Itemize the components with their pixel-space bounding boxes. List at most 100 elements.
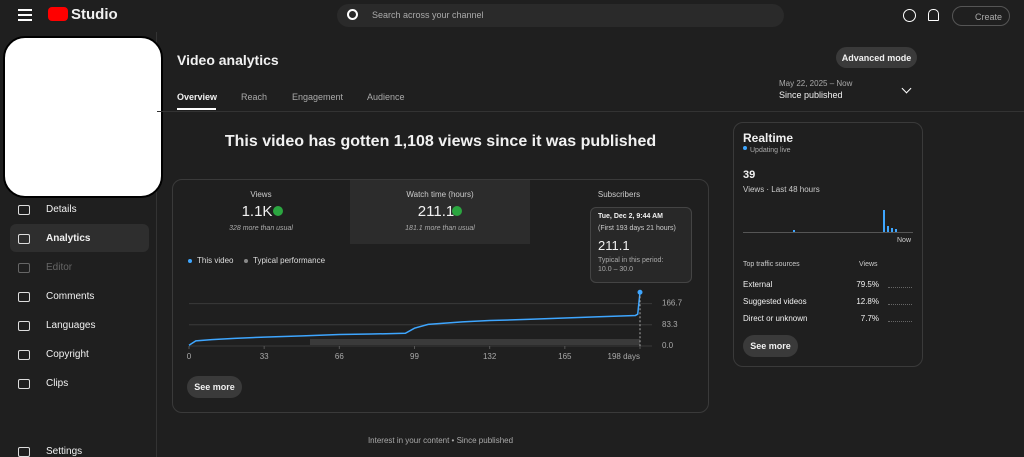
realtime-count: 39 <box>743 169 756 181</box>
metric-label: Views <box>250 190 272 199</box>
menu-icon[interactable] <box>18 9 32 21</box>
metric-value: 1.1K <box>241 203 273 220</box>
nav-icon <box>18 350 30 360</box>
realtime-bar <box>891 228 893 232</box>
x-tick-label: 99 <box>410 352 419 361</box>
search-icon <box>347 9 358 20</box>
nav-item[interactable]: Details <box>46 204 77 215</box>
tab[interactable]: Engagement <box>292 92 344 102</box>
see-more-button[interactable]: See more <box>743 335 798 357</box>
active-nav-highlight <box>10 224 149 252</box>
trend-up-icon <box>452 206 462 216</box>
realtime-title: Realtime <box>743 131 794 145</box>
source-share: 79.5% <box>856 280 879 289</box>
nav-item[interactable]: Copyright <box>46 349 89 360</box>
footer-text: Interest in your content • Since publish… <box>367 436 514 445</box>
trend-up-icon <box>273 206 283 216</box>
nav-item[interactable]: Clips <box>46 378 69 389</box>
page-title: Video analytics <box>177 52 279 68</box>
source-name: Direct or unknown <box>743 314 808 323</box>
realtime-bar <box>883 210 885 232</box>
nav-item[interactable]: Comments <box>46 291 95 302</box>
tooltip-typical-range: 10.0 – 30.0 <box>598 266 634 273</box>
nav-icon <box>18 263 30 273</box>
tab[interactable]: Audience <box>367 92 405 102</box>
source-share: 7.7% <box>860 314 879 323</box>
nav-icon <box>18 447 30 457</box>
x-tick-label: 66 <box>335 352 344 361</box>
nav-icon <box>18 205 30 215</box>
date-range: May 22, 2025 – Now <box>779 79 853 88</box>
realtime-subtitle: Views · Last 48 hours <box>743 185 820 194</box>
metric-value: 211.1 <box>417 203 455 220</box>
x-tick-label: 132 <box>483 352 497 361</box>
tooltip-date: Tue, Dec 2, 9:44 AM <box>598 213 663 220</box>
hover-point <box>637 289 643 295</box>
tab-underline <box>177 108 216 110</box>
nav-icon <box>18 321 30 331</box>
tooltip-typical-label: Typical in this period: <box>598 257 664 264</box>
realtime-bar <box>895 229 897 232</box>
legend-dot <box>244 259 248 263</box>
period[interactable]: Since published <box>779 90 843 100</box>
divider <box>157 111 1024 112</box>
source-name: External <box>743 280 773 289</box>
metric-note: 328 more than usual <box>229 225 293 232</box>
tab[interactable]: Reach <box>241 92 268 102</box>
views-header: Views <box>859 261 878 268</box>
legend-item: This video <box>197 256 234 265</box>
x-tick-label: 33 <box>260 352 269 361</box>
nav-item[interactable]: Analytics <box>46 233 91 244</box>
redacted-thumbnail <box>3 36 163 198</box>
realtime-axis <box>743 232 913 233</box>
see-more-button[interactable]: See more <box>187 376 242 398</box>
source-spark <box>888 287 912 288</box>
notifications-icon[interactable] <box>928 9 939 21</box>
series-line <box>188 292 641 346</box>
nav-item[interactable]: Editor <box>46 262 73 273</box>
tab[interactable]: Overview <box>177 92 218 102</box>
y-tick-label: 0.0 <box>662 341 674 350</box>
live-dot <box>743 146 747 150</box>
selected-metric-bg <box>350 180 530 244</box>
metric-label: Watch time (hours) <box>406 190 474 199</box>
legend-dot <box>188 259 192 263</box>
nav-icon <box>18 292 30 302</box>
x-tick-label: 165 <box>558 352 572 361</box>
realtime-status: Updating live <box>750 147 791 154</box>
source-spark <box>888 304 912 305</box>
source-spark <box>888 321 912 322</box>
search-placeholder: Search across your channel <box>372 10 484 20</box>
tooltip <box>590 207 692 283</box>
nav-icon <box>18 234 30 244</box>
nav-icon <box>18 379 30 389</box>
nav-item[interactable]: Languages <box>46 320 96 331</box>
realtime-bar <box>887 226 889 232</box>
search-box[interactable] <box>337 4 784 27</box>
x-tick-label: 0 <box>187 352 192 361</box>
logo[interactable]: Studio <box>71 6 118 23</box>
y-tick-label: 83.3 <box>662 320 678 329</box>
sidebar <box>0 32 157 457</box>
source-share: 12.8% <box>856 297 879 306</box>
overview-card <box>172 179 709 413</box>
y-tick-label: 166.7 <box>662 299 683 308</box>
create-button[interactable]: Create <box>952 6 1010 26</box>
tooltip-span: (First 193 days 21 hours) <box>598 225 676 232</box>
sources-title: Top traffic sources <box>743 261 800 268</box>
metric-label: Subscribers <box>597 190 641 199</box>
realtime-now: Now <box>897 237 912 244</box>
realtime-card <box>733 122 923 367</box>
legend-item: Typical performance <box>253 256 326 265</box>
x-tick-label: 198 days <box>608 352 640 361</box>
logo-icon <box>48 7 68 21</box>
help-icon[interactable] <box>903 9 916 22</box>
advanced-mode-button[interactable]: Advanced mode <box>836 47 917 68</box>
realtime-bar <box>793 230 795 232</box>
metric-note: 181.1 more than usual <box>405 225 475 232</box>
tooltip-value: 211.1 <box>598 238 630 253</box>
headline: This video has gotten 1,108 views since … <box>224 133 657 150</box>
nav-item[interactable]: Settings <box>46 446 83 457</box>
